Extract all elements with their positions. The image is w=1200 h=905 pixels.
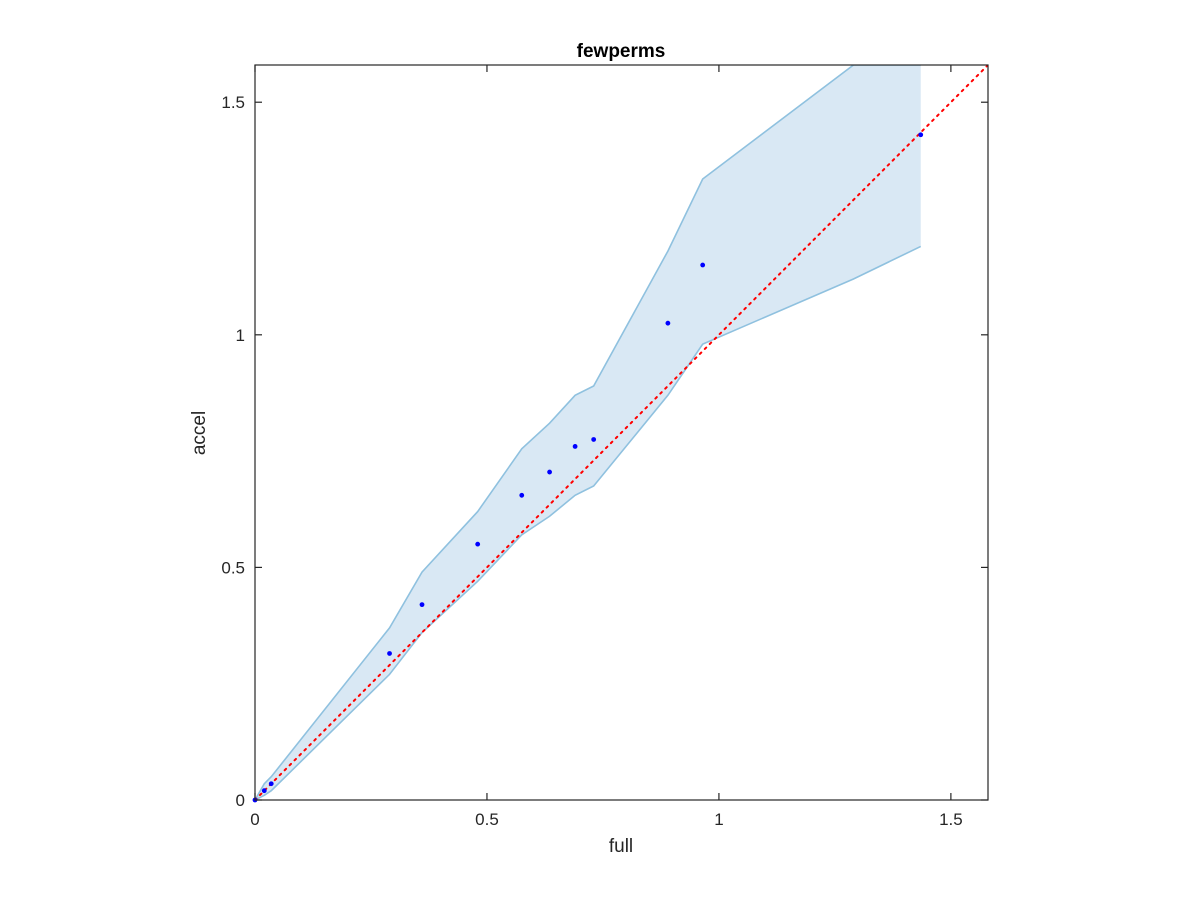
data-point: [547, 469, 552, 475]
x-axis-label: full: [609, 836, 633, 857]
x-tick-label: 0.5: [475, 810, 499, 829]
data-point: [700, 262, 706, 268]
y-tick-label: 1: [236, 326, 245, 345]
x-tick-label: 1: [714, 810, 723, 829]
band-lower-edge: [255, 245, 922, 800]
data-point: [665, 320, 671, 326]
y-tick-label: 0: [236, 791, 245, 810]
data-point: [519, 492, 525, 498]
data-point: [261, 788, 267, 794]
reference-line: [255, 65, 988, 800]
band-upper-edge: [255, 65, 921, 800]
data-point: [572, 444, 578, 449]
confidence-band: [255, 65, 921, 800]
data-point: [918, 132, 924, 138]
data-point: [475, 541, 481, 547]
data-point: [268, 781, 274, 787]
y-axis-label: accel: [189, 411, 210, 455]
y-tick-label: 1.5: [221, 93, 245, 112]
data-point: [419, 602, 425, 608]
data-point: [591, 437, 597, 442]
axes-box: [254, 64, 989, 801]
x-tick-label: 1.5: [939, 810, 963, 829]
x-tick-label: 0: [250, 810, 259, 829]
chart-title: fewperms: [577, 41, 666, 62]
data-point: [387, 651, 392, 656]
plot-area: 0 0.5 1 1.5 0 0.5 1 1.5: [221, 64, 989, 829]
y-tick-label: 0.5: [221, 558, 245, 577]
